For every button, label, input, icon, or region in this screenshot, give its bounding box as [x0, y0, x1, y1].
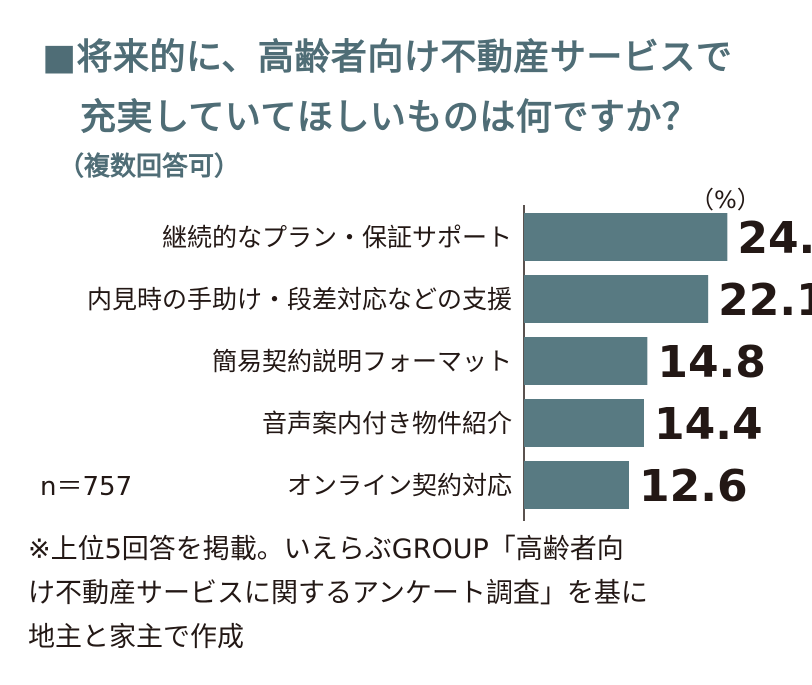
category-label: 簡易契約説明フォーマット — [212, 347, 512, 376]
unit-label: （%） — [690, 186, 761, 214]
category-label: 内見時の手助け・段差対応などの支援 — [87, 285, 512, 314]
footnote-line-1: ※上位5回答を掲載。いえらぶGROUP「高齢者向 — [28, 534, 624, 565]
chart-title-line-1: ■将来的に、高齢者向け不動産サービスで — [42, 37, 733, 78]
category-label: オンライン契約対応 — [287, 471, 512, 500]
bar — [524, 275, 709, 323]
bar — [524, 213, 728, 261]
category-label: 音声案内付き物件紹介 — [262, 409, 512, 438]
sample-size-label: n＝757 — [40, 472, 133, 502]
value-label: 12.6 — [639, 461, 748, 512]
bar — [524, 461, 629, 509]
value-label: 14.4 — [654, 399, 763, 450]
footnote: ※上位5回答を掲載。いえらぶGROUP「高齢者向 け不動産サービスに関するアンケ… — [28, 528, 798, 660]
chart-title-line-2: 充実していてほしいものは何ですか？ — [80, 97, 699, 138]
value-label: 24.4 — [737, 213, 812, 264]
value-label: 22.1 — [718, 275, 812, 326]
footnote-line-2: け不動産サービスに関するアンケート調査」を基に — [28, 578, 648, 609]
category-label: 継続的なプラン・保証サポート — [162, 223, 512, 252]
bar — [524, 399, 644, 447]
chart-subtitle: （複数回答可） — [58, 152, 241, 182]
bar — [524, 337, 648, 385]
footnote-line-3: 地主と家主で作成 — [28, 622, 244, 653]
value-label: 14.8 — [657, 337, 766, 388]
